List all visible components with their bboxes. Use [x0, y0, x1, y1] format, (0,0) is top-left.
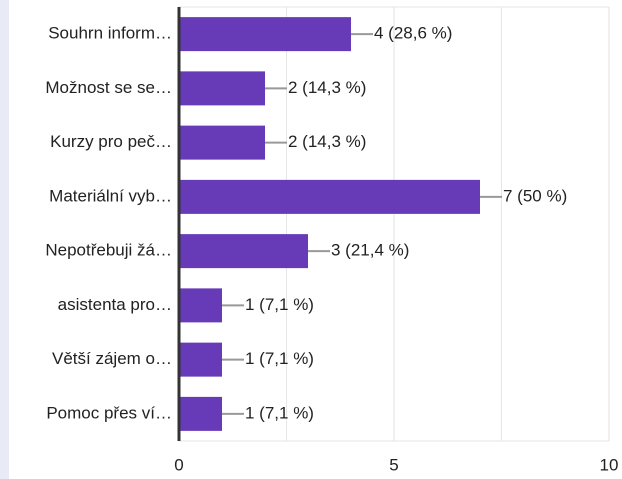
y-tick-label: Možnost se se… — [45, 78, 172, 97]
bar — [179, 179, 480, 214]
bar — [179, 17, 351, 52]
y-tick-label: Nepotřebuji žá… — [45, 241, 172, 260]
bar — [179, 125, 265, 160]
x-tick-label: 5 — [389, 455, 398, 474]
x-tick-label: 10 — [600, 455, 619, 474]
value-label: 2 (14,3 %) — [288, 132, 366, 151]
y-tick-label: Souhrn inform… — [48, 24, 172, 43]
y-tick-label: Materiální vyb… — [49, 186, 172, 205]
bar — [179, 71, 265, 106]
value-label: 7 (50 %) — [503, 186, 567, 205]
value-label: 3 (21,4 %) — [331, 241, 409, 260]
y-tick-label: Větší zájem o… — [52, 349, 172, 368]
y-tick-label: Kurzy pro peč… — [50, 132, 172, 151]
x-tick-label: 0 — [174, 455, 183, 474]
bar — [179, 342, 222, 377]
side-strip — [0, 0, 9, 479]
value-label: 1 (7,1 %) — [245, 295, 314, 314]
value-label: 2 (14,3 %) — [288, 78, 366, 97]
bar — [179, 288, 222, 323]
value-label: 1 (7,1 %) — [245, 403, 314, 422]
y-tick-label: Pomoc přes ví… — [46, 403, 172, 422]
bar — [179, 396, 222, 431]
value-label: 1 (7,1 %) — [245, 349, 314, 368]
y-tick-label: asistenta pro… — [58, 295, 172, 314]
bar — [179, 234, 308, 269]
value-label: 4 (28,6 %) — [374, 24, 452, 43]
